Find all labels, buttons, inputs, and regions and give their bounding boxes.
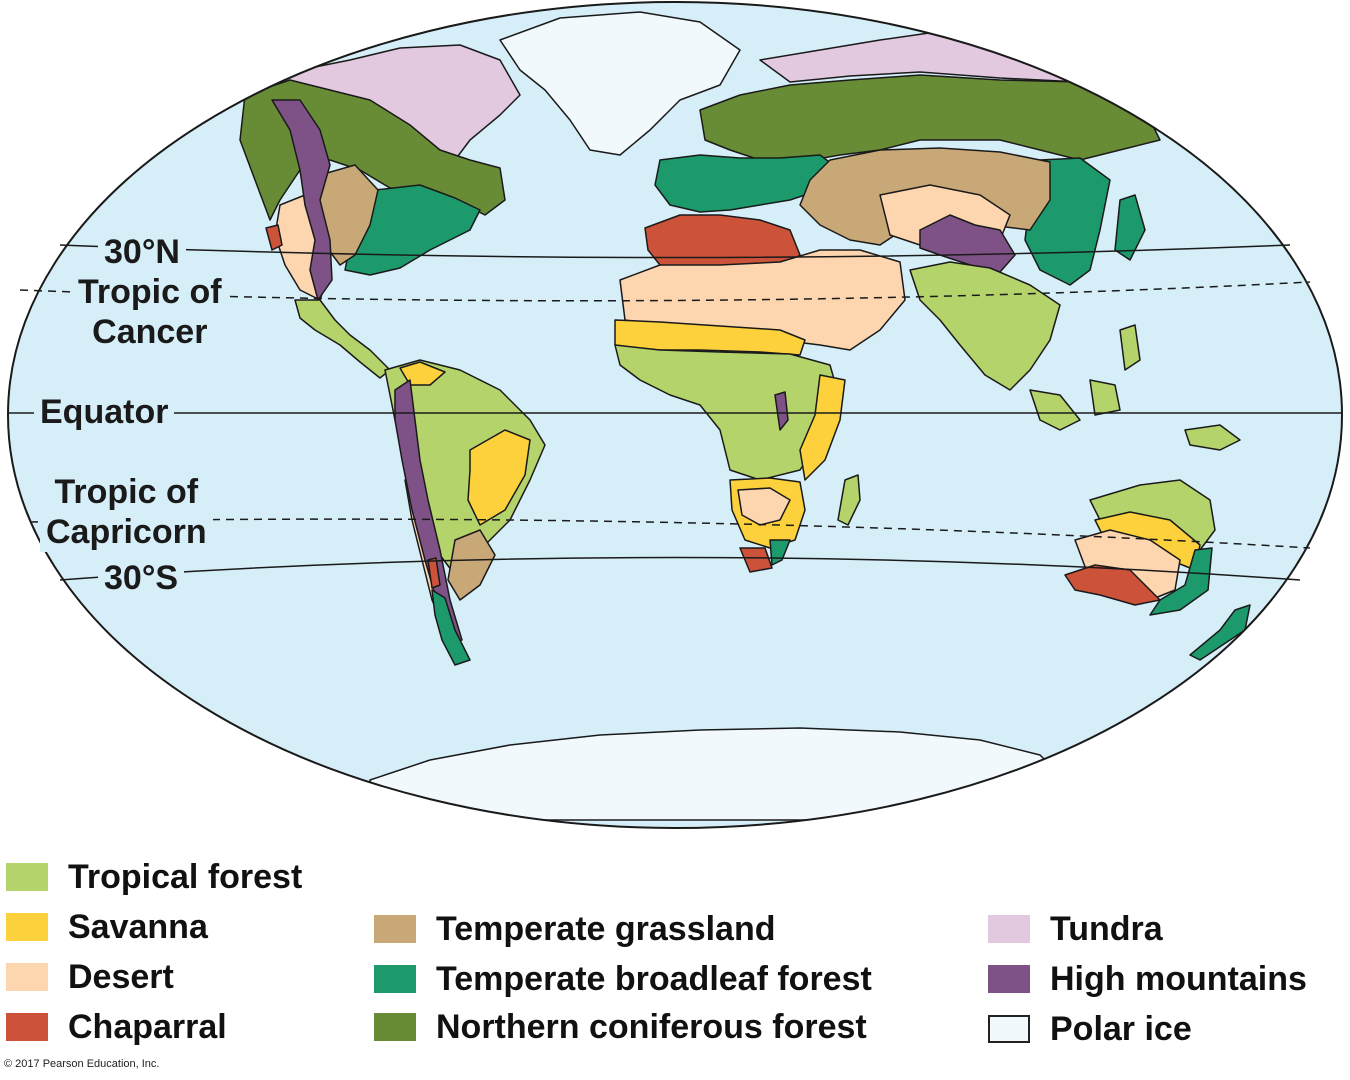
label-tropic-of-cancer-line1: Tropic of bbox=[78, 273, 222, 311]
legend-label: High mountains bbox=[1050, 959, 1307, 998]
south-america-grassland bbox=[447, 529, 496, 601]
chile-chaparral bbox=[427, 557, 441, 589]
legend-swatch bbox=[988, 965, 1030, 993]
australia-broadleaf bbox=[1149, 547, 1213, 616]
legend-swatch bbox=[988, 915, 1030, 943]
legend-label: Savanna bbox=[68, 907, 208, 946]
southeast-asia-islands bbox=[1029, 389, 1081, 431]
label-tropic-of-cancer-line2: Cancer bbox=[92, 313, 208, 351]
south-america-savanna bbox=[467, 429, 531, 526]
legend-label: Polar ice bbox=[1050, 1009, 1192, 1048]
andes-high-mountains bbox=[394, 379, 463, 646]
legend-item-temperate-grassland: Temperate grassland bbox=[374, 907, 776, 951]
north-america-chaparral bbox=[265, 224, 283, 251]
legend-label: Northern coniferous forest bbox=[436, 1007, 867, 1046]
label-tropic-of-capricorn-line2: Capricorn bbox=[46, 513, 207, 551]
legend-item-savanna: Savanna bbox=[6, 905, 208, 949]
legend-label: Tundra bbox=[1050, 909, 1163, 948]
legend-item-desert: Desert bbox=[6, 955, 174, 999]
southern-africa-desert bbox=[737, 487, 791, 526]
legend-swatch bbox=[374, 915, 416, 943]
legend-swatch bbox=[374, 1013, 416, 1041]
new-zealand bbox=[1189, 604, 1251, 661]
rockies-high-mountains bbox=[271, 99, 333, 301]
legend-swatch bbox=[6, 963, 48, 991]
south-africa-chaparral bbox=[739, 547, 773, 573]
legend-label: Tropical forest bbox=[68, 857, 303, 896]
chile-broadleaf bbox=[431, 589, 471, 666]
legend-item-tropical-forest: Tropical forest bbox=[6, 855, 302, 899]
legend-item-tundra: Tundra bbox=[988, 907, 1163, 951]
east-africa-savanna bbox=[799, 374, 846, 481]
legend-item-high-mountains: High mountains bbox=[988, 957, 1307, 1001]
central-america-tropical bbox=[294, 299, 391, 379]
legend-item-polar-ice: Polar ice bbox=[988, 1007, 1192, 1051]
label-30n: 30°N bbox=[98, 232, 186, 272]
legend-label: Temperate grassland bbox=[436, 909, 776, 948]
legend-label: Desert bbox=[68, 957, 174, 996]
legend-label: Temperate broadleaf forest bbox=[436, 959, 872, 998]
legend-item-temperate-broadleaf-forest: Temperate broadleaf forest bbox=[374, 957, 872, 1001]
greenland-polar-ice bbox=[499, 11, 741, 156]
latitude-lines bbox=[8, 244, 1342, 581]
label-30s: 30°S bbox=[98, 558, 185, 598]
label-tropic-of-cancer: Tropic of Cancer bbox=[72, 272, 228, 352]
borneo bbox=[1089, 379, 1121, 416]
legend-label: Chaparral bbox=[68, 1007, 227, 1046]
legend-swatch bbox=[374, 965, 416, 993]
legend-item-chaparral: Chaparral bbox=[6, 1005, 227, 1049]
new-guinea bbox=[1184, 424, 1241, 451]
legend-swatch bbox=[988, 1015, 1030, 1043]
label-tropic-of-capricorn: Tropic of Capricorn bbox=[40, 472, 213, 552]
label-tropic-of-capricorn-line1: Tropic of bbox=[54, 473, 199, 511]
himalaya-high-mountains bbox=[919, 214, 1016, 273]
antarctica-polar-ice bbox=[369, 727, 1061, 821]
legend-swatch bbox=[6, 863, 48, 891]
east-africa-mountains bbox=[774, 391, 789, 431]
label-equator: Equator bbox=[34, 392, 175, 432]
globe-outline bbox=[7, 1, 1343, 829]
legend-swatch bbox=[6, 1013, 48, 1041]
philippines bbox=[1119, 324, 1141, 371]
japan bbox=[1114, 194, 1146, 261]
legend-swatch bbox=[6, 913, 48, 941]
world-biome-map bbox=[7, 1, 1343, 829]
south-asia-tropical bbox=[909, 261, 1061, 391]
copyright-notice: © 2017 Pearson Education, Inc. bbox=[4, 1058, 160, 1070]
line-30s bbox=[59, 556, 1301, 581]
line-tropic-cancer bbox=[19, 281, 1311, 302]
legend-item-northern-coniferous-forest: Northern coniferous forest bbox=[374, 1005, 867, 1049]
madagascar bbox=[837, 474, 861, 526]
line-30n bbox=[59, 244, 1291, 259]
